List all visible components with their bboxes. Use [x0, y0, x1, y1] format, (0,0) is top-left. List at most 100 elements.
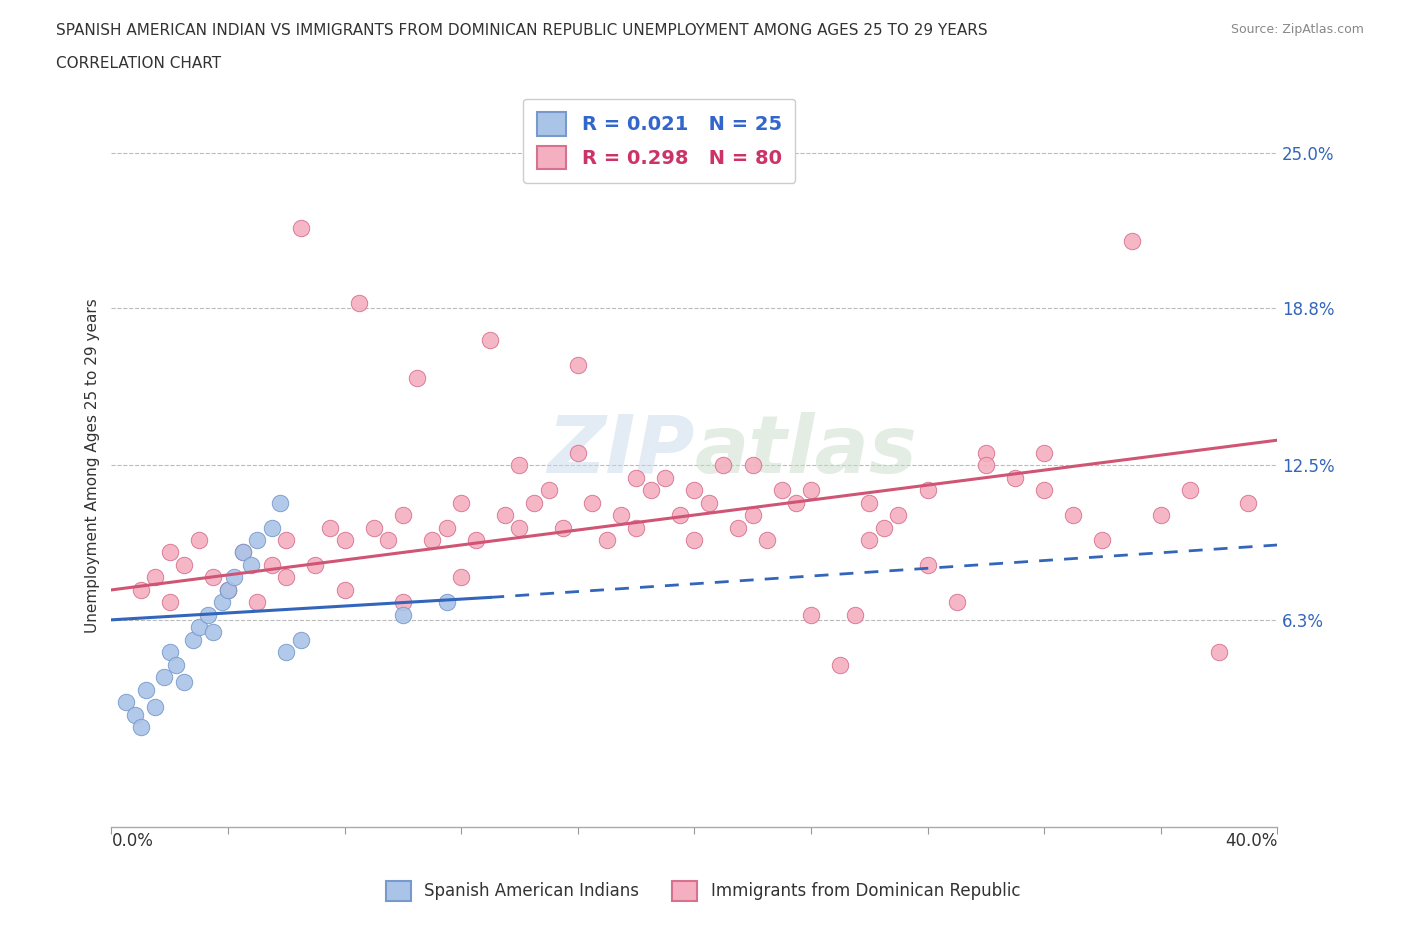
Point: [697, 495, 720, 510]
Point: [217, 582, 239, 597]
Point: [232, 545, 254, 560]
Point: [406, 370, 429, 385]
Point: [153, 670, 176, 684]
Point: [581, 495, 603, 510]
Point: [858, 533, 880, 548]
Text: ZIP: ZIP: [547, 412, 695, 490]
Point: [124, 707, 146, 722]
Point: [392, 607, 415, 622]
Point: [567, 358, 589, 373]
Point: [464, 533, 486, 548]
Point: [269, 495, 291, 510]
Point: [654, 471, 676, 485]
Point: [129, 720, 152, 735]
Point: [260, 557, 283, 572]
Point: [159, 644, 181, 659]
Point: [333, 582, 356, 597]
Point: [917, 483, 939, 498]
Point: [610, 508, 633, 523]
Point: [828, 658, 851, 672]
Point: [770, 483, 793, 498]
Point: [596, 533, 619, 548]
Point: [1150, 508, 1173, 523]
Point: [143, 699, 166, 714]
Point: [624, 471, 647, 485]
Point: [217, 582, 239, 597]
Point: [377, 533, 399, 548]
Point: [917, 557, 939, 572]
Text: 40.0%: 40.0%: [1225, 832, 1277, 850]
Point: [197, 607, 219, 622]
Point: [232, 545, 254, 560]
Point: [260, 520, 283, 535]
Point: [873, 520, 896, 535]
Point: [159, 595, 181, 610]
Point: [844, 607, 866, 622]
Point: [173, 557, 195, 572]
Point: [668, 508, 690, 523]
Point: [436, 520, 458, 535]
Point: [187, 620, 209, 635]
Point: [115, 695, 138, 710]
Point: [1033, 445, 1056, 460]
Y-axis label: Unemployment Among Ages 25 to 29 years: Unemployment Among Ages 25 to 29 years: [86, 298, 100, 632]
Point: [713, 458, 735, 472]
Text: 0.0%: 0.0%: [111, 832, 153, 850]
Legend: Spanish American Indians, Immigrants from Dominican Republic: Spanish American Indians, Immigrants fro…: [380, 874, 1026, 908]
Point: [887, 508, 910, 523]
Text: atlas: atlas: [695, 412, 917, 490]
Point: [800, 483, 823, 498]
Point: [1033, 483, 1056, 498]
Point: [290, 632, 312, 647]
Point: [217, 582, 239, 597]
Point: [165, 658, 187, 672]
Point: [450, 570, 472, 585]
Point: [319, 520, 342, 535]
Legend: R = 0.021   N = 25, R = 0.298   N = 80: R = 0.021 N = 25, R = 0.298 N = 80: [523, 99, 796, 183]
Point: [974, 445, 997, 460]
Point: [135, 683, 157, 698]
Point: [479, 333, 502, 348]
Point: [624, 520, 647, 535]
Point: [246, 595, 269, 610]
Point: [173, 675, 195, 690]
Point: [202, 570, 225, 585]
Point: [1178, 483, 1201, 498]
Point: [640, 483, 662, 498]
Point: [211, 595, 233, 610]
Point: [347, 296, 370, 311]
Point: [436, 595, 458, 610]
Point: [392, 595, 415, 610]
Point: [741, 458, 763, 472]
Point: [567, 445, 589, 460]
Point: [276, 533, 298, 548]
Point: [683, 533, 706, 548]
Point: [222, 570, 245, 585]
Point: [304, 557, 326, 572]
Point: [1208, 644, 1230, 659]
Point: [800, 607, 823, 622]
Point: [187, 533, 209, 548]
Point: [276, 570, 298, 585]
Point: [240, 557, 263, 572]
Point: [420, 533, 443, 548]
Text: SPANISH AMERICAN INDIAN VS IMMIGRANTS FROM DOMINICAN REPUBLIC UNEMPLOYMENT AMONG: SPANISH AMERICAN INDIAN VS IMMIGRANTS FR…: [56, 23, 988, 38]
Point: [683, 483, 706, 498]
Point: [392, 508, 415, 523]
Point: [276, 644, 298, 659]
Point: [1004, 471, 1026, 485]
Text: CORRELATION CHART: CORRELATION CHART: [56, 56, 221, 71]
Point: [756, 533, 779, 548]
Point: [858, 495, 880, 510]
Point: [1091, 533, 1114, 548]
Point: [246, 533, 269, 548]
Point: [945, 595, 967, 610]
Point: [202, 625, 225, 640]
Point: [727, 520, 749, 535]
Point: [129, 582, 152, 597]
Point: [508, 458, 530, 472]
Point: [974, 458, 997, 472]
Point: [1237, 495, 1260, 510]
Point: [1062, 508, 1084, 523]
Point: [1121, 233, 1143, 248]
